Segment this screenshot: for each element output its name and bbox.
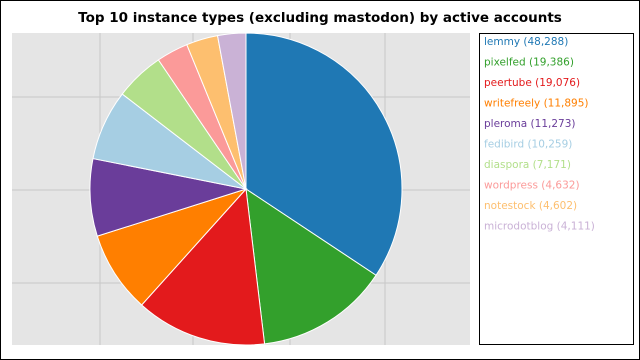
legend-entry: diaspora (7,171) xyxy=(484,159,571,171)
legend-entry: writefreely (11,895) xyxy=(484,98,589,110)
legend-entry: fedibird (10,259) xyxy=(484,139,572,151)
pie-slice xyxy=(140,187,266,346)
legend-entry: pleroma (11,273) xyxy=(484,118,576,130)
pie-slice xyxy=(245,187,377,345)
pie-slice xyxy=(216,32,247,190)
legend-entry: microdotblog (4,111) xyxy=(484,221,595,233)
legend-entry: lemmy (48,288) xyxy=(484,36,568,48)
legend-entry: notestock (4,602) xyxy=(484,200,577,212)
legend-entry: pixelfed (19,386) xyxy=(484,57,574,69)
legend-entry: wordpress (4,632) xyxy=(484,180,580,192)
legend-entry: peertube (19,076) xyxy=(484,77,580,89)
legend-box xyxy=(479,33,634,345)
chart-title: Top 10 instance types (excluding mastodo… xyxy=(78,10,562,26)
